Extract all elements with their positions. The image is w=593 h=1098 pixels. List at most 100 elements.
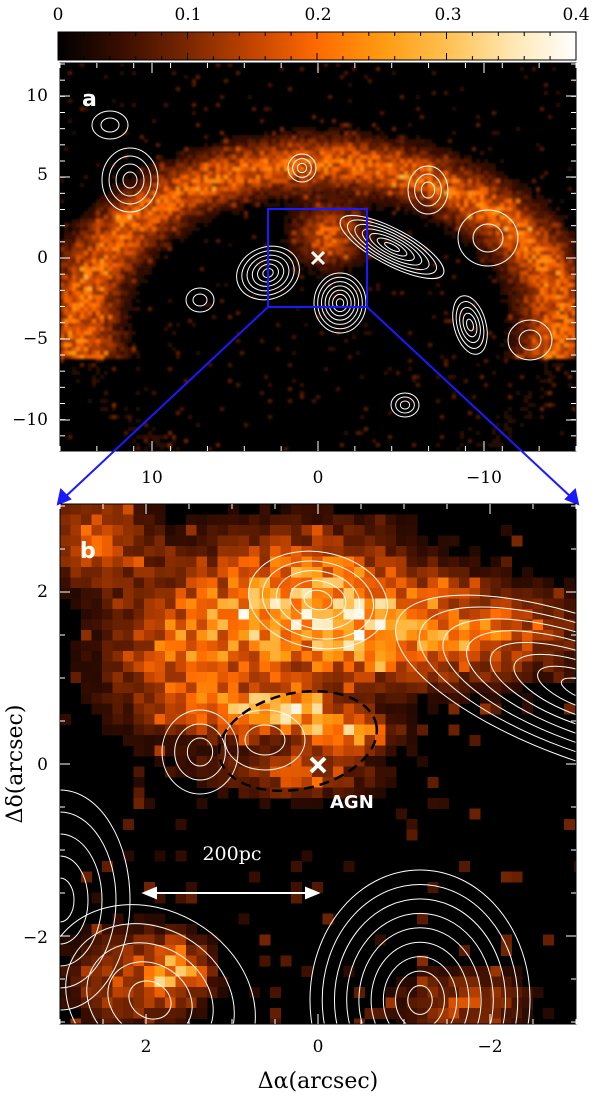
contour	[369, 232, 415, 262]
contour	[60, 877, 75, 923]
panel-a-contours	[91, 110, 553, 418]
contour	[324, 285, 356, 321]
panel-a: a 10 0 −10 10 5 0 −5 −10	[12, 62, 577, 488]
contour	[296, 162, 308, 174]
zoom-arrows	[56, 306, 580, 506]
contour	[328, 289, 352, 317]
contour	[292, 158, 312, 178]
contour	[395, 594, 576, 786]
contour	[108, 155, 152, 205]
scale-bar-label: 200pc	[202, 843, 261, 865]
contour	[101, 147, 159, 213]
contour	[332, 293, 348, 313]
contour	[442, 618, 576, 762]
contour	[489, 642, 576, 738]
contour	[289, 579, 347, 621]
colorbar-tick-label: 0.1	[174, 5, 201, 25]
contour	[115, 163, 145, 197]
panel-a-xtick-label: −10	[466, 468, 502, 488]
contour	[518, 329, 542, 351]
contour	[407, 985, 433, 1015]
panel-a-ytick-label: −5	[23, 329, 48, 349]
contour	[257, 263, 279, 283]
contour	[236, 245, 300, 301]
contour	[317, 276, 363, 330]
panel-b-ytick-label: 2	[37, 582, 48, 602]
contour	[60, 811, 117, 989]
contour	[455, 301, 485, 349]
contour	[358, 927, 482, 1024]
contour	[248, 550, 388, 650]
contour	[65, 923, 235, 1024]
contour	[407, 165, 449, 215]
contour	[513, 653, 576, 727]
contour	[370, 941, 470, 1024]
colorbar-tick-label: 0	[53, 5, 64, 25]
panel-b-ytick-label: −2	[23, 928, 48, 948]
colorbar-ticks	[57, 32, 577, 60]
panel-b-xtick-label: 0	[313, 1037, 324, 1057]
contour	[466, 630, 576, 750]
panel-b: AGN 200pc b 2 0 −2 2 0 −2 Δα(arcsec) Δδ(…	[3, 503, 577, 1094]
x-axis-title: Δα(arcsec)	[258, 1069, 379, 1094]
contour	[275, 570, 361, 630]
contour	[60, 789, 131, 1011]
panel-a-xtick-label: 0	[313, 468, 324, 488]
panel-b-image	[60, 504, 576, 1024]
contour	[347, 219, 437, 275]
contour	[472, 223, 504, 253]
contour	[395, 970, 445, 1024]
panel-a-xtick-label: 10	[141, 468, 163, 488]
contour	[224, 709, 306, 771]
contour	[462, 312, 478, 338]
contour	[452, 295, 488, 355]
contour	[457, 209, 519, 267]
agn-marker-a	[310, 250, 326, 266]
contour	[333, 898, 507, 1024]
contour	[174, 723, 226, 781]
contour	[390, 392, 420, 418]
contour	[60, 855, 89, 945]
contour	[60, 833, 103, 967]
contour	[91, 110, 129, 140]
nuclear-ellipse	[217, 689, 379, 793]
contour	[60, 904, 256, 1024]
contour	[192, 293, 208, 307]
contour	[384, 241, 400, 253]
colorbar: 0 0.1 0.2 0.3 0.4	[53, 5, 590, 61]
contour	[346, 912, 494, 1024]
contour	[186, 737, 214, 767]
contour	[466, 318, 474, 332]
contour	[100, 117, 120, 133]
panel-b-xtick-label: 2	[141, 1037, 152, 1057]
contour	[122, 171, 138, 189]
panel-a-image	[60, 63, 576, 451]
contour	[414, 173, 442, 207]
contour	[161, 709, 239, 795]
contour	[507, 319, 553, 361]
contour	[128, 980, 172, 1020]
panel-b-contours	[60, 550, 576, 1024]
contour	[244, 724, 286, 756]
agn-marker-b	[309, 756, 327, 774]
colorbar-tick-label: 0.2	[304, 5, 331, 25]
contour	[287, 153, 317, 183]
contour	[241, 250, 295, 296]
contour	[399, 400, 411, 410]
contour	[107, 961, 193, 1024]
contour	[361, 228, 423, 266]
contour	[321, 883, 519, 1024]
contour	[262, 268, 274, 278]
contour	[251, 259, 285, 287]
scale-bar	[141, 886, 321, 900]
contour	[320, 281, 360, 325]
panel-b-label: b	[80, 539, 96, 564]
panel-a-ytick-label: 10	[26, 86, 48, 106]
contour	[354, 223, 430, 271]
contour	[246, 254, 290, 292]
agn-label: AGN	[330, 792, 374, 813]
contour	[303, 589, 333, 611]
zoom-box	[267, 208, 368, 308]
panel-b-ytick-label: 0	[37, 755, 48, 775]
panel-a-label: a	[82, 87, 97, 112]
